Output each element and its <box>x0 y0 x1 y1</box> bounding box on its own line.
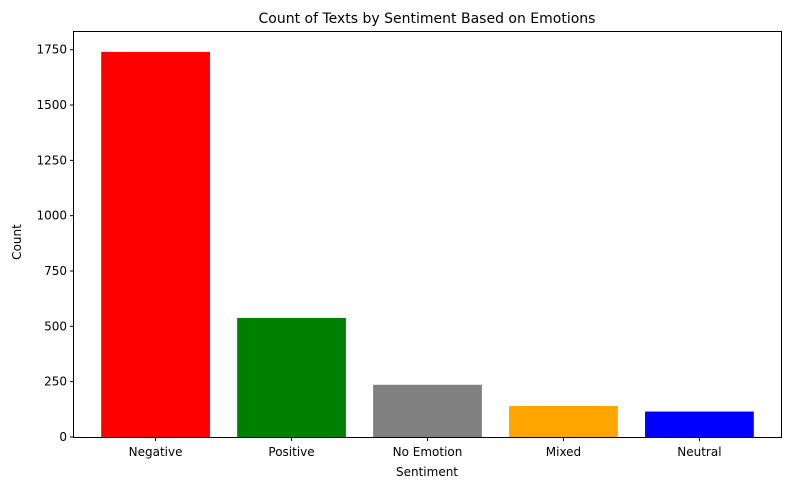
x-tick-label: No Emotion <box>393 445 463 459</box>
y-tick-label: 500 <box>44 319 67 333</box>
bars <box>101 51 754 438</box>
y-tick-label: 750 <box>44 264 67 278</box>
x-tick-label: Mixed <box>546 445 581 459</box>
x-axis-label: Sentiment <box>396 465 458 479</box>
y-axis-label: Count <box>10 224 24 260</box>
x-tick-label: Positive <box>268 445 314 459</box>
bar-no-emotion <box>373 384 482 437</box>
y-tick-label: 1500 <box>36 98 67 112</box>
bar-neutral <box>645 411 754 437</box>
y-axis-ticks: 0 250 500 750 1000 1250 1500 1750 <box>36 43 74 444</box>
x-axis-ticks: Negative Positive No Emotion Mixed Neutral <box>129 437 722 459</box>
y-tick-label: 250 <box>44 375 67 389</box>
y-tick-label: 1000 <box>36 209 67 223</box>
plot-frame <box>73 31 782 438</box>
y-tick-label: 1250 <box>36 153 67 167</box>
chart-title: Count of Texts by Sentiment Based on Emo… <box>259 11 596 27</box>
bar-mixed <box>509 406 618 437</box>
x-tick-label: Neutral <box>677 445 721 459</box>
x-tick-label: Negative <box>129 445 183 459</box>
y-tick-label: 1750 <box>36 43 67 57</box>
bar-positive <box>237 317 346 437</box>
y-tick-label: 0 <box>59 430 67 444</box>
bar-negative <box>101 51 210 438</box>
